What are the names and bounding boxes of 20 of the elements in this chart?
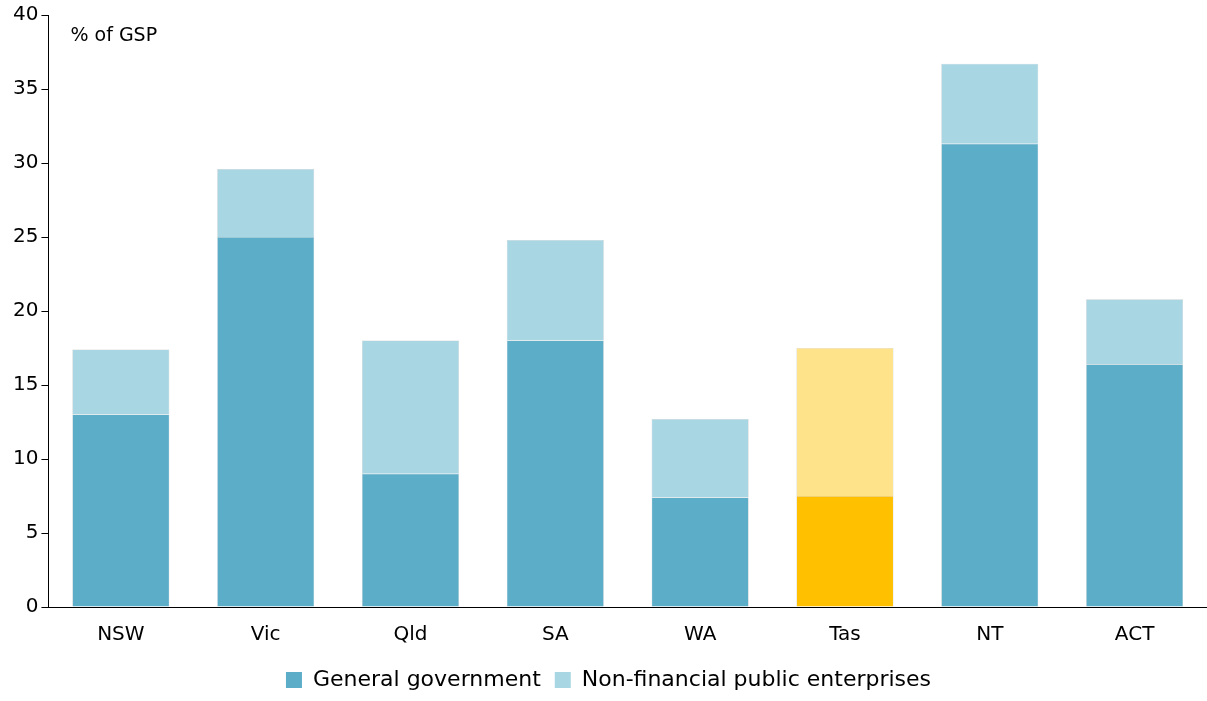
- x-tick-label: ACT: [1114, 621, 1156, 646]
- x-tick-label: Vic: [250, 621, 281, 646]
- x-tick-label: Tas: [828, 621, 861, 646]
- y-tick-label: 20: [13, 297, 39, 322]
- y-tick-label: 40: [13, 1, 39, 26]
- x-tick-label: Qld: [393, 621, 428, 646]
- y-tick-label: 35: [13, 75, 39, 100]
- y-axis-title: % of GSP: [70, 23, 158, 46]
- y-tick-label: 15: [13, 371, 39, 396]
- y-tick-label: 25: [13, 223, 39, 248]
- legend-label: General government: [312, 665, 542, 691]
- y-tick-label: 10: [13, 445, 39, 470]
- legend-label: Non-financial public enterprises: [581, 665, 932, 691]
- x-tick-label: NT: [976, 621, 1005, 646]
- x-tick-label: SA: [541, 621, 570, 646]
- y-tick-label: 0: [25, 593, 39, 618]
- x-tick-label: WA: [683, 621, 717, 646]
- y-tick-label: 30: [13, 149, 39, 174]
- x-tick-label: NSW: [97, 621, 145, 646]
- y-tick-label: 5: [25, 519, 39, 544]
